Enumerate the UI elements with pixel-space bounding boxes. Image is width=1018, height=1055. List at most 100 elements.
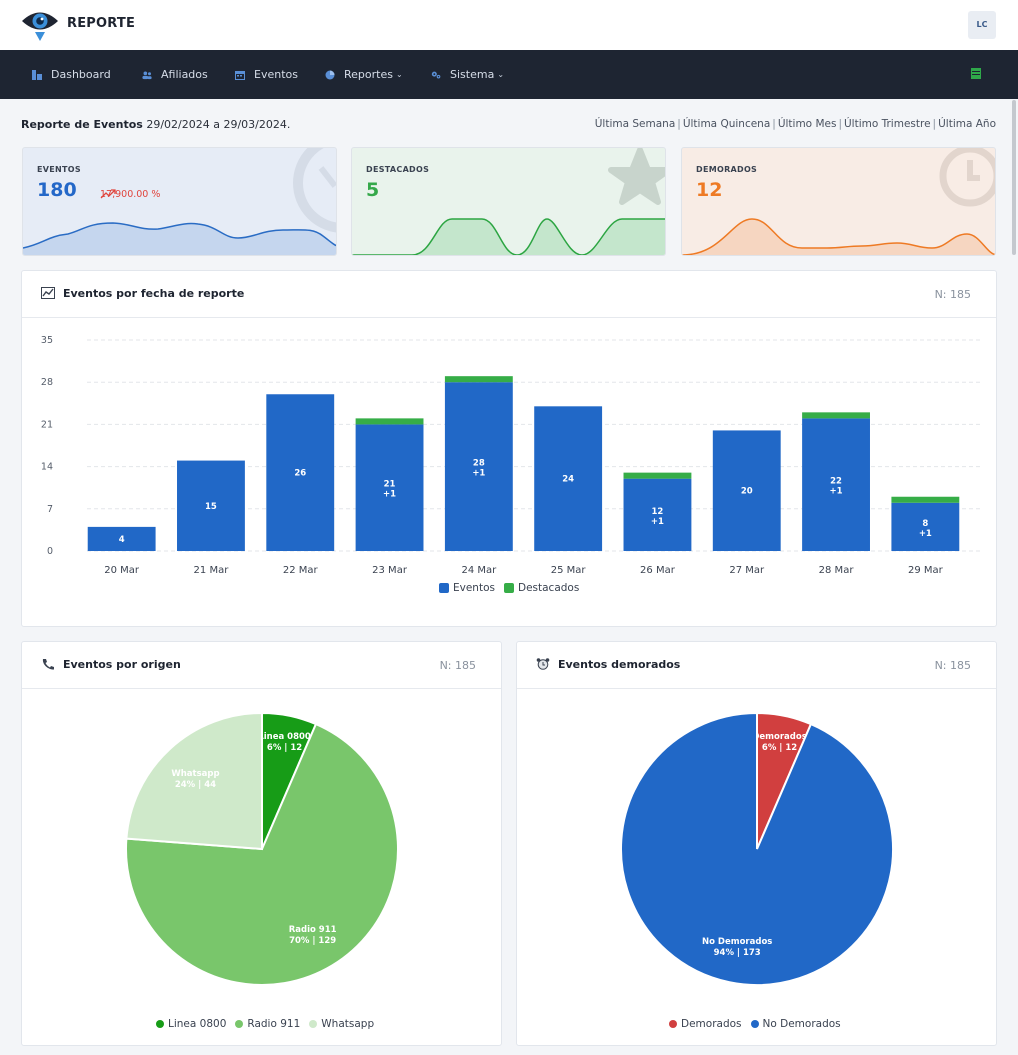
stat-eventos-value: 180 [37,179,77,201]
nav-dashboard[interactable]: Dashboard [32,50,111,99]
nav-afiliados-label: Afiliados [161,68,208,81]
line-chart-icon [41,287,55,299]
legend-item-whatsapp[interactable]: Whatsapp [309,1018,374,1030]
stat-destacados-label: DESTACADOS [366,165,430,174]
pie-slice-label: Whatsapp [171,769,219,779]
events-by-origin-card: Eventos por origen N: 185 Linea 0800 6% |… [21,641,502,1046]
bar-eventos[interactable] [177,460,245,551]
pie-slice[interactable] [620,711,894,986]
app-brand: REPORTE [67,16,136,31]
legend-item-eventos[interactable]: Eventos [439,582,495,594]
eye-logo-icon[interactable] [20,8,60,42]
nav-sistema[interactable]: Sistema ⌄ [431,50,504,99]
stat-card-eventos: EVENTOS 180 17,900.00 % [22,147,337,256]
bar-eventos[interactable] [444,382,513,551]
delayed-events-card: Eventos demorados N: 185 Demorados 6% | 1… [516,641,997,1046]
stat-eventos-pct: 17,900.00 % [100,189,161,200]
bar-stack-label: +1 [919,529,932,539]
card-count: N: 185 [439,659,476,672]
stat-demorados-label: DEMORADOS [696,165,758,174]
bar-destacados[interactable] [623,472,692,479]
pie-slice-value: 6% | 12 [267,743,302,753]
gears-icon [431,71,441,78]
report-title-bold: Reporte de Eventos [21,118,143,131]
x-tick-label: 22 Mar [283,565,319,576]
page-scrollbar[interactable] [1012,100,1016,255]
bar-value-label: 26 [294,469,306,479]
card-title: Eventos por fecha de reporte [63,287,245,300]
origin-legend: Linea 0800 Radio 911 Whatsapp [156,1018,379,1030]
dashboard-icon [32,69,42,80]
y-tick-label: 0 [47,546,53,557]
bar-value-label: 24 [562,475,574,485]
bar-eventos[interactable] [534,406,603,551]
range-link-week[interactable]: Última Semana [594,118,676,130]
phone-icon [42,659,54,670]
stat-card-destacados: DESTACADOS 5 [351,147,666,256]
y-tick-label: 35 [41,335,53,346]
legend-item-linea-0800[interactable]: Linea 0800 [156,1018,226,1030]
y-tick-label: 28 [41,377,53,388]
nav-afiliados[interactable]: Afiliados [142,50,208,99]
legend-item-radio-911[interactable]: Radio 911 [235,1018,300,1030]
pie-slice-label: Linea 0800 [258,732,311,742]
top-bar: REPORTE LC [0,0,1018,50]
bar-value-label: 4 [119,535,125,545]
bar-eventos[interactable] [266,394,335,551]
x-tick-label: 27 Mar [729,565,765,576]
bar-destacados[interactable] [802,412,870,419]
y-tick-label: 14 [41,462,53,473]
bar-eventos[interactable] [891,502,960,551]
pie-slice[interactable] [125,711,263,851]
bar-destacados[interactable] [444,376,513,383]
bar-eventos[interactable] [623,478,692,551]
quick-range-links: Última Semana | Última Quincena | Último Mes… [594,118,996,130]
nav-eventos[interactable]: Eventos [235,50,298,99]
demorados-sparkline [682,148,995,255]
report-title: Reporte de Eventos 29/02/2024 a 29/03/20… [21,118,290,131]
legend-item-no-demorados[interactable]: No Demorados [750,1018,841,1030]
pie-slice-label: Radio 911 [289,925,337,935]
nav-eventos-label: Eventos [254,68,298,81]
pie-slice-label: Demorados [752,732,806,742]
bar-eventos[interactable] [712,430,781,551]
user-avatar[interactable]: LC [968,11,996,39]
x-tick-label: 23 Mar [372,565,408,576]
nav-dashboard-label: Dashboard [51,68,111,81]
x-tick-label: 26 Mar [640,565,676,576]
pie-slice-value: 94% | 173 [714,948,761,958]
range-link-year[interactable]: Última Año [938,118,996,130]
bar-eventos[interactable] [802,418,870,551]
bar-legend: Eventos Destacados [439,582,584,594]
pie-slice[interactable] [125,722,399,986]
x-tick-label: 24 Mar [461,565,497,576]
main-navbar: Dashboard Afiliados Eventos Reportes ⌄ S… [0,50,1018,99]
y-tick-label: 21 [41,419,53,430]
pie-slice-value: 70% | 129 [289,936,336,946]
legend-item-destacados[interactable]: Destacados [503,582,579,594]
legend-item-demorados[interactable]: Demorados [669,1018,742,1030]
nav-reportes[interactable]: Reportes ⌄ [325,50,403,99]
range-link-quarter[interactable]: Último Trimestre [843,118,931,130]
chevron-down-icon: ⌄ [497,70,505,79]
stat-card-demorados: DEMORADOS 12 [681,147,996,256]
x-tick-label: 21 Mar [194,565,230,576]
stat-destacados-value: 5 [366,179,380,201]
alarm-clock-icon [536,658,550,670]
bar-value-label: 20 [741,487,753,497]
destacados-sparkline [352,148,665,255]
range-link-fortnight[interactable]: Última Quincena [682,118,771,130]
bar-eventos[interactable] [87,526,156,551]
chevron-down-icon: ⌄ [395,70,403,79]
eventos-sparkline [23,148,336,255]
card-header: Eventos por origen N: 185 [22,642,501,689]
bar-stack-label: +1 [472,469,485,479]
bar-destacados[interactable] [355,418,424,425]
range-link-month[interactable]: Último Mes [777,118,837,130]
bar-eventos[interactable] [355,424,424,551]
bar-destacados[interactable] [891,496,960,503]
bar-value-label: 8 [922,519,928,529]
spreadsheet-icon[interactable] [971,68,981,79]
